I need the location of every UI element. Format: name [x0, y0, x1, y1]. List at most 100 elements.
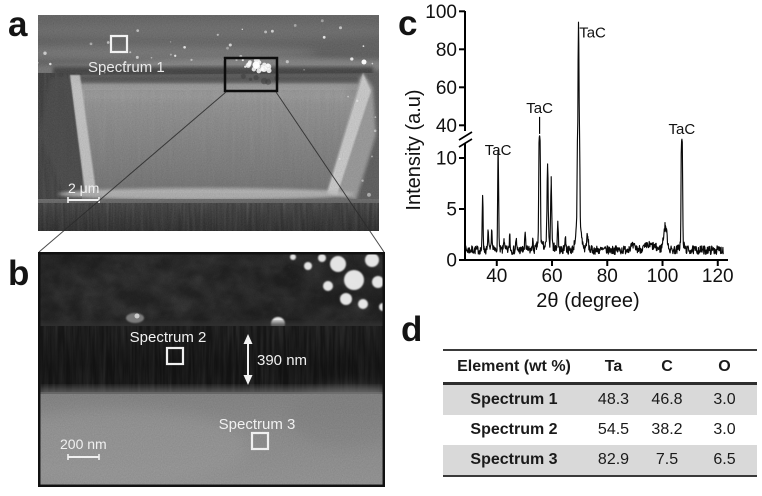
sem-b-layer-striations [38, 326, 385, 392]
y-tick-label: 80 [436, 40, 457, 61]
x-tick-label: 60 [541, 266, 562, 287]
sem-speckle [240, 73, 246, 79]
y-tick-label: 100 [425, 2, 457, 23]
sem-speckle [124, 60, 127, 64]
sem-speckle [339, 26, 342, 30]
table-row-label: Spectrum 1 [470, 391, 558, 408]
table-header-row: Element (wt %) Ta C O [443, 351, 757, 385]
spectrum-3-label: Spectrum 3 [219, 416, 296, 433]
sem-speckle [262, 62, 267, 67]
sem-speckle [233, 275, 236, 278]
sem-speckle [162, 289, 167, 294]
table-value-cell: 54.5 [597, 421, 630, 438]
sem-speckle [139, 298, 141, 301]
xrd-chart: 40 60 80 100 120 0 5 10 40 60 80 100 2θ (degree) Inte… [403, 2, 734, 312]
sem-speckle [135, 55, 139, 59]
table-value-cell: 48.3 [597, 391, 630, 408]
sem-speckle [350, 57, 354, 61]
table-row-label: Spectrum 3 [470, 451, 558, 468]
sem-speckle [285, 313, 289, 317]
sem-speckle [190, 58, 193, 62]
table-value-cell: 46.8 [651, 391, 683, 408]
sem-speckle [183, 45, 186, 49]
sem-speckle [288, 265, 291, 269]
spectrum-2-marker [165, 346, 185, 366]
sem-speckle [88, 267, 91, 270]
sem-speckle [180, 258, 183, 262]
sem-speckle [303, 68, 305, 71]
spectrum-1-marker [109, 34, 129, 54]
sem-b-deposit-blob [330, 256, 346, 272]
sem-speckle [248, 60, 252, 65]
x-tick-label: 120 [702, 266, 734, 287]
sem-speckle [320, 19, 324, 23]
sem-speckle [228, 43, 232, 47]
sem-speckle [38, 62, 40, 64]
sem-speckle [248, 77, 253, 82]
sem-speckle [270, 29, 274, 33]
x-axis-title: 2θ (degree) [536, 290, 639, 312]
axis-break-mark [458, 138, 473, 148]
sem-speckle [355, 99, 359, 103]
sem-speckle [322, 35, 326, 39]
layer-thickness-label: 390 nm [257, 352, 307, 369]
sem-speckle [347, 95, 349, 98]
table-row-label: Spectrum 2 [470, 421, 558, 438]
panel-c-label: c [398, 4, 418, 43]
sem-speckle [43, 51, 47, 55]
sem-speckle [261, 77, 268, 85]
table-value-cell: 7.5 [655, 451, 679, 468]
sem-a-grain-light [38, 15, 379, 231]
sem-speckle [264, 274, 267, 277]
sem-b-deposit-blob [304, 262, 312, 270]
sem-speckle [49, 62, 52, 66]
sem-speckle [95, 302, 98, 305]
sem-speckle [169, 53, 172, 56]
sem-speckle [216, 33, 219, 36]
table-header-cell: Element (wt %) [457, 357, 571, 375]
table-row: Spectrum 2 54.5 38.2 3.0 [443, 415, 757, 445]
sem-speckle [106, 41, 110, 44]
sem-speckle [136, 29, 140, 32]
y-tick-label: 0 [446, 251, 457, 272]
scale-bar-label-a: 2 μm [68, 180, 99, 196]
peak-label-tac: TaC [485, 142, 512, 159]
y-tick-label: 40 [436, 116, 457, 137]
y-tick-label: 60 [436, 78, 457, 99]
sem-speckle [261, 66, 267, 72]
sem-speckle [72, 267, 78, 273]
thickness-arrow-head-up [243, 334, 253, 344]
sem-b-deposit-blob [340, 293, 352, 305]
sem-speckle [253, 75, 259, 81]
sem-speckle [277, 306, 282, 311]
xrd-trace [464, 21, 724, 255]
sem-speckle [264, 30, 268, 34]
sem-b-small-particle [126, 313, 144, 323]
sem-speckle [374, 116, 377, 118]
sem-b-deposit-blob [323, 281, 333, 291]
sem-speckle [137, 261, 141, 265]
peak-label-tac: TaC [579, 24, 606, 41]
table-header-cell: Ta [604, 357, 623, 375]
thickness-arrow-head-down [243, 375, 253, 385]
sem-speckle [169, 41, 172, 43]
sem-b-deposit-blob [344, 270, 364, 290]
sem-speckle [266, 68, 272, 74]
sem-speckle [371, 155, 373, 158]
sem-speckle [244, 65, 247, 68]
table-value-cell: 3.0 [713, 391, 736, 408]
x-tick-label: 40 [486, 266, 507, 287]
sem-speckle [373, 129, 377, 133]
sem-speckle [362, 45, 365, 47]
sem-speckle [367, 192, 371, 197]
table-value-cell: 82.9 [597, 451, 630, 468]
y-tick-label: 5 [446, 200, 457, 221]
sem-speckle [67, 274, 72, 278]
peak-label-tac: TaC [526, 100, 553, 117]
table-row: Spectrum 3 82.9 7.5 6.5 [443, 445, 757, 475]
spectrum-2-label: Spectrum 2 [130, 329, 207, 346]
sem-b-deposit-blob [365, 253, 379, 267]
sem-b-small-particle-glint [134, 313, 140, 319]
sem-b-substrate-grain2 [38, 394, 385, 487]
sem-speckle [241, 28, 243, 30]
